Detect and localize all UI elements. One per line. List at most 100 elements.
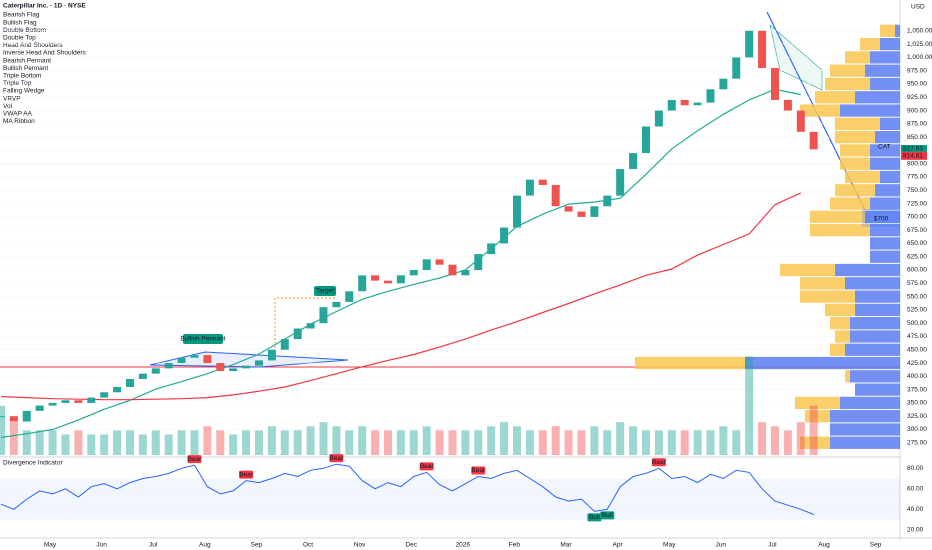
price-tick-label: 650.00 — [907, 240, 927, 247]
pane-title: Divergence Indicator — [3, 460, 63, 467]
volume-bar — [590, 426, 599, 455]
candle — [654, 110, 663, 127]
profile-up — [830, 423, 900, 436]
profile-down — [840, 144, 870, 157]
volume-bar — [603, 430, 612, 455]
signal-bg — [329, 454, 344, 463]
signal-bg — [419, 462, 434, 471]
volume-bar — [461, 430, 470, 455]
volume-bar — [242, 430, 251, 455]
rsi-line — [0, 463, 814, 515]
profile-up — [870, 157, 900, 170]
price-tick-label: 675.00 — [907, 227, 927, 234]
volume-bar — [809, 405, 818, 455]
profile-up — [865, 64, 900, 77]
candle — [474, 254, 483, 271]
candle — [35, 405, 44, 411]
time-label: Apr — [613, 542, 624, 549]
profile-up — [855, 91, 900, 104]
pennant-label: Bullish Pennant — [180, 336, 225, 343]
volume-bar — [487, 426, 496, 455]
volume-bar — [74, 430, 83, 455]
volume-bar — [190, 430, 199, 455]
candle — [538, 179, 547, 185]
indicator-name: Vol — [3, 103, 13, 110]
profile-up — [870, 51, 900, 64]
candle — [190, 355, 199, 358]
volume-bar — [164, 434, 173, 455]
profile-up — [855, 303, 900, 317]
signal-label: Bear — [239, 471, 254, 478]
target-projection — [274, 297, 335, 360]
price-tick-label: 425.00 — [907, 360, 927, 367]
candle — [512, 195, 521, 228]
price-tick-label: 1,000.00 — [907, 54, 932, 61]
price-tick-label: 900.00 — [907, 107, 927, 114]
volume-bar — [680, 430, 689, 455]
currency-label: USD — [911, 4, 925, 11]
price-tick-label: 1,025.00 — [907, 41, 932, 48]
price-tick-label: 700.00 — [907, 214, 927, 221]
candle — [87, 397, 96, 403]
candle — [203, 355, 212, 364]
profile-up — [865, 210, 900, 224]
profile-down — [845, 51, 870, 64]
profile-down — [880, 24, 895, 37]
volume-bar — [177, 430, 186, 455]
profile-down — [830, 64, 865, 77]
price-tick-label: 750.00 — [907, 187, 927, 194]
candle — [590, 206, 599, 217]
profile-up — [845, 277, 900, 290]
candle — [280, 339, 289, 350]
candle — [641, 126, 650, 154]
profile-down — [800, 290, 855, 303]
profile-up — [835, 263, 900, 277]
price-tick-label: 875.00 — [907, 121, 927, 128]
volume-bar — [306, 426, 315, 455]
price-tick-label: 925.00 — [907, 94, 927, 101]
volume-bar — [409, 430, 418, 455]
volume-bar — [216, 430, 225, 455]
profile-up — [850, 330, 900, 343]
profile-up — [870, 144, 900, 157]
signal-bg — [651, 458, 666, 467]
profile-up — [745, 356, 900, 370]
candle — [138, 373, 147, 379]
price-tick-label: 600.00 — [907, 267, 927, 274]
volume-bar — [500, 422, 509, 455]
price-tick-label: 475.00 — [907, 333, 927, 340]
profile-down — [845, 170, 880, 184]
indicator-name: Triple Top — [3, 80, 32, 87]
indicator-name: Falling Wedge — [3, 88, 45, 95]
candle — [9, 416, 18, 422]
candle — [22, 410, 31, 422]
volume-bar — [525, 430, 534, 455]
volume-bar — [706, 430, 715, 455]
rsi-tick-label: 20.00 — [907, 527, 924, 534]
candle — [74, 400, 83, 403]
rsi-tick-label: 40.00 — [907, 506, 924, 513]
candle — [525, 179, 534, 196]
price-tag — [901, 151, 927, 160]
volume-bar — [667, 430, 676, 455]
volume-bar — [22, 430, 31, 455]
volume-bar — [151, 430, 160, 455]
signal-label: Bear — [330, 455, 345, 462]
profile-down — [845, 370, 850, 383]
volume-bar — [267, 426, 276, 455]
volume-bar — [474, 430, 483, 455]
profile-up — [870, 237, 900, 250]
time-label: May — [44, 542, 57, 549]
volume-bar — [422, 426, 431, 455]
volume-bar — [113, 430, 122, 455]
candle — [758, 30, 767, 69]
time-label: Jun — [96, 542, 107, 549]
signal-bg — [239, 470, 254, 479]
price-tick-label: 850.00 — [907, 134, 927, 141]
indicator-name: MA Ribbon — [3, 118, 35, 125]
volume-bar — [48, 430, 57, 455]
symbol-title: Caterpillar Inc. · 1D · NYSE — [3, 3, 86, 10]
volume-bar — [254, 430, 263, 455]
volume-bar — [319, 422, 328, 455]
volume-bar — [280, 430, 289, 455]
